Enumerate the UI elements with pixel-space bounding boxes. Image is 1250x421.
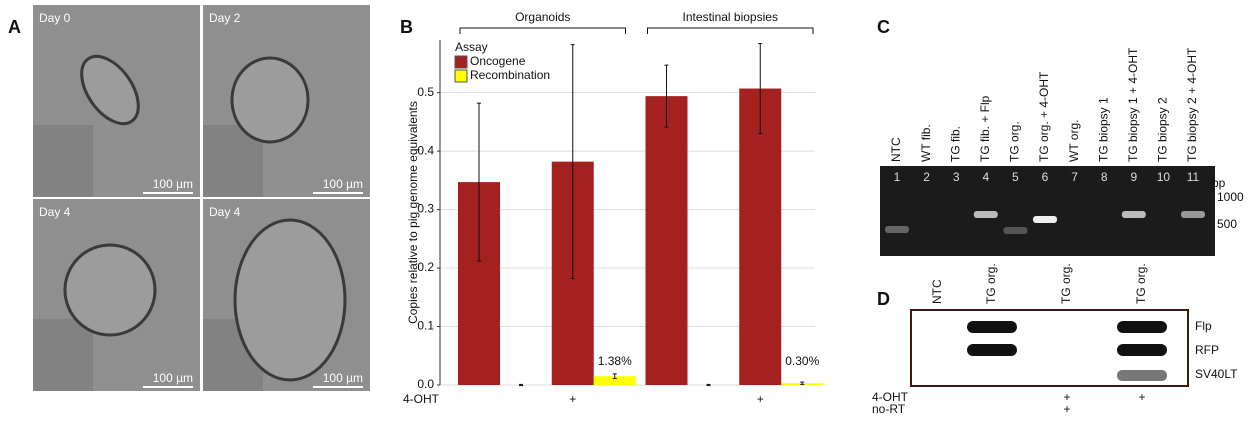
figure: A B C D Day 0 100 µm Day 2 100 µm Day 4 100 µ… xyxy=(0,0,1250,421)
lane-number: 3 xyxy=(953,170,960,184)
lane-label: TG fib. xyxy=(948,126,962,162)
lane-number: 11 xyxy=(1187,170,1200,184)
lane-number: 5 xyxy=(1012,170,1019,184)
lane-label: TG biopsy 1 xyxy=(1096,97,1110,162)
lane-label: NTC xyxy=(889,137,903,162)
panel-letter: A xyxy=(8,17,21,37)
band-label: Flp xyxy=(1195,319,1212,333)
lane-number: 8 xyxy=(1101,170,1108,184)
size-label: 1000 xyxy=(1217,190,1244,204)
legend-label: Recombination xyxy=(470,68,550,82)
scale-label: 100 µm xyxy=(323,371,363,385)
image-label: Day 0 xyxy=(39,11,71,25)
condition-mark: + xyxy=(1138,390,1145,404)
micrograph-shade xyxy=(33,319,93,391)
organoid xyxy=(235,220,345,380)
annotation: 0.30% xyxy=(785,354,819,368)
group-bracket xyxy=(648,28,814,34)
panel-letter: B xyxy=(400,17,413,37)
image-label: Day 4 xyxy=(209,205,241,219)
gel-band xyxy=(1122,211,1146,218)
lane-number: 9 xyxy=(1130,170,1137,184)
group-label: Organoids xyxy=(515,10,570,24)
lane-number: 4 xyxy=(982,170,989,184)
group-bracket xyxy=(460,28,626,34)
lane-label: TG fib. + Flp xyxy=(978,95,992,162)
legend-title: Assay xyxy=(455,40,488,54)
panel-letter: C xyxy=(877,17,890,37)
gel-band xyxy=(1117,370,1167,381)
micrograph-shade xyxy=(33,125,93,197)
lane-label: TG biopsy 2 + 4-OHT xyxy=(1185,47,1199,162)
panel-letter: D xyxy=(877,289,890,309)
gel-band xyxy=(1117,344,1167,356)
gel-band xyxy=(885,226,909,233)
gel-band xyxy=(974,211,998,218)
organoid xyxy=(232,58,308,142)
lane-label: TG biopsy 1 + 4-OHT xyxy=(1126,47,1140,162)
gel-band xyxy=(967,344,1017,356)
lane-number: 6 xyxy=(1042,170,1049,184)
lane-label: NTC xyxy=(930,279,944,304)
image-label: Day 2 xyxy=(209,11,241,25)
x-tick-label: + xyxy=(569,392,576,406)
lane-label: TG org. xyxy=(1008,121,1022,162)
x-tick-label: + xyxy=(757,392,764,406)
size-unit: bp xyxy=(1212,176,1226,190)
y-tick-label: 0.5 xyxy=(417,85,434,99)
group-label: Intestinal biopsies xyxy=(683,10,778,24)
band-label: RFP xyxy=(1195,343,1219,357)
y-tick-label: 0.0 xyxy=(417,377,434,391)
gel-band xyxy=(1003,227,1027,234)
scale-label: 100 µm xyxy=(153,371,193,385)
lane-label: TG biopsy 2 xyxy=(1156,97,1170,162)
annotation: 1.38% xyxy=(598,354,632,368)
x-row-label: 4-OHT xyxy=(403,392,440,406)
lane-label: TG org. xyxy=(1134,263,1148,304)
lane-label: TG org. xyxy=(1059,263,1073,304)
lane-number: 1 xyxy=(894,170,901,184)
condition-mark: + xyxy=(1063,402,1070,416)
lane-number: 10 xyxy=(1157,170,1171,184)
lane-label: TG org. + 4-OHT xyxy=(1037,71,1051,162)
condition-label: no-RT xyxy=(872,402,906,416)
lane-label: TG org. xyxy=(984,263,998,304)
organoid xyxy=(65,245,155,335)
scale-label: 100 µm xyxy=(323,177,363,191)
gel-band xyxy=(1033,216,1057,223)
legend-swatch xyxy=(455,56,467,68)
lane-number: 7 xyxy=(1071,170,1078,184)
gel-band xyxy=(1117,321,1167,333)
bar xyxy=(646,96,688,385)
image-label: Day 4 xyxy=(39,205,71,219)
y-axis-label: Copies relative to pig genome equivalent… xyxy=(406,101,420,324)
band-label: SV40LT xyxy=(1195,367,1238,381)
gel-band xyxy=(967,321,1017,333)
scale-label: 100 µm xyxy=(153,177,193,191)
gel-band xyxy=(1181,211,1205,218)
lane-number: 2 xyxy=(923,170,930,184)
lane-label: WT fib. xyxy=(919,124,933,162)
size-label: 500 xyxy=(1217,217,1237,231)
legend-label: Oncogene xyxy=(470,54,526,68)
legend-swatch xyxy=(455,70,467,82)
lane-label: WT org. xyxy=(1067,120,1081,162)
